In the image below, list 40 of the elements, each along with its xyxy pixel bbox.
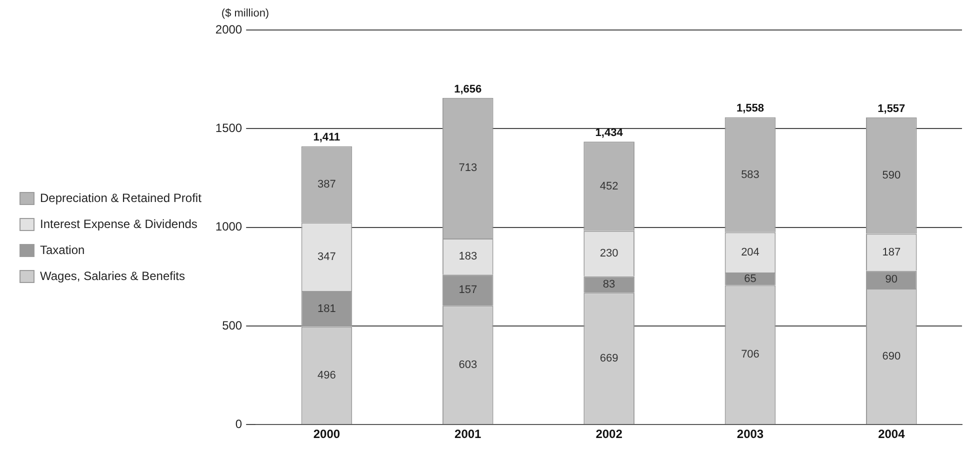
x-tick-label: 2000 [313,427,340,442]
data-label: 713 [458,162,478,174]
data-label: 65 [744,272,756,285]
total-label: 1,411 [313,132,340,144]
data-label: 583 [741,168,760,181]
total-label: 1,558 [736,102,764,115]
y-tick-label: 1000 [215,220,242,234]
y-axis-title: ($ million) [221,8,270,20]
data-label: 83 [602,278,616,290]
x-tick-label: 2004 [878,427,906,442]
data-label: 496 [318,369,336,382]
data-label: 90 [885,274,898,286]
legend-label: Interest Expense & Dividends [40,216,198,231]
data-label: 590 [882,170,901,182]
x-tick-label: 2002 [596,427,623,442]
x-tick-label: 2001 [454,427,482,442]
data-label: 347 [318,250,336,263]
data-label: 187 [882,246,901,258]
total-label: 1,656 [454,83,482,96]
data-label: 669 [600,352,618,364]
data-label: 706 [741,348,760,361]
data-label: 183 [458,250,478,263]
legend-label: Depreciation & Retained Profit [40,190,202,205]
y-tick-label: 500 [222,318,242,332]
total-label: 1,557 [878,102,906,115]
y-tick-label: 1500 [215,120,242,135]
legend-label: Taxation [40,242,85,257]
data-label: 452 [600,180,618,192]
legend-label: Wages, Salaries & Benefits [40,268,185,283]
data-label: 181 [318,302,336,315]
x-tick-label: 2003 [736,427,764,442]
total-label: 1,434 [595,127,624,140]
data-label: 157 [458,284,478,296]
data-label: 204 [741,246,760,258]
data-label: 230 [600,248,618,260]
y-tick-label: 2000 [215,22,242,36]
data-label: 603 [458,358,478,371]
y-tick-label: 0 [235,416,242,431]
data-label: 690 [882,350,901,362]
data-label: 387 [318,178,336,190]
